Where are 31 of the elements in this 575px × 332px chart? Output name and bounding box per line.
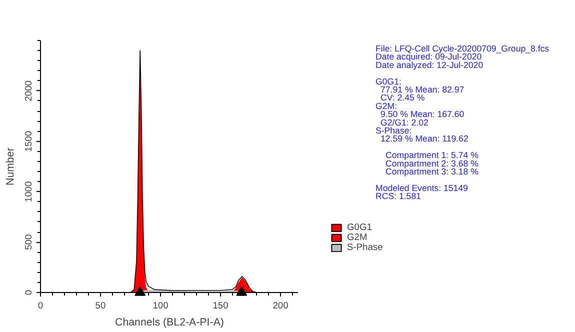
text: Compartment 2: 3.68 % xyxy=(386,158,479,168)
text: 77.91 % Mean: 82.97 xyxy=(380,84,464,95)
x-tick-label: 100 xyxy=(152,300,168,310)
legend-label: S-Phase xyxy=(347,242,383,252)
text: 12.59 % Mean: 119.62 xyxy=(380,134,468,144)
legend-label: G0G1 xyxy=(347,222,372,232)
text: RCS: 1.581 xyxy=(376,191,422,202)
x-axis-title: Channels (BL2-A-PI-A) xyxy=(115,316,224,328)
legend-label: G2M xyxy=(347,232,368,242)
text: S-Phase: xyxy=(376,126,412,136)
text: Compartment 3: 3.18 % xyxy=(386,166,479,176)
text: CV: 2.45 % xyxy=(380,92,425,103)
text: G0G1: xyxy=(376,76,402,86)
y-axis-title: Number xyxy=(4,147,16,186)
y-tick-label: 1000 xyxy=(24,181,34,202)
x-tick-label: 0 xyxy=(38,300,44,310)
text: Compartment 1: 5.74 % xyxy=(386,150,479,160)
text: Date analyzed: 12-Jul-2020 xyxy=(376,60,484,70)
y-tick-label: 0 xyxy=(24,290,34,296)
text: File: LFQ-Cell Cycle-20200709_Group_8.fcs xyxy=(376,44,550,54)
y-tick-label: 1500 xyxy=(24,130,34,152)
text: Date acquired: 09-Jul-2020 xyxy=(376,52,482,62)
text: G2M: xyxy=(376,100,398,111)
x-tick-label: 150 xyxy=(212,300,228,310)
y-tick-label: 500 xyxy=(24,234,34,250)
text: 9.50 % Mean: 167.60 xyxy=(380,109,464,120)
y-tick-label: 2000 xyxy=(24,80,34,102)
text: Modeled Events: 15149 xyxy=(376,182,468,193)
x-tick-label: 50 xyxy=(95,300,106,310)
text: G2/G1: 2.02 xyxy=(380,117,429,128)
x-tick-label: 200 xyxy=(272,300,288,310)
